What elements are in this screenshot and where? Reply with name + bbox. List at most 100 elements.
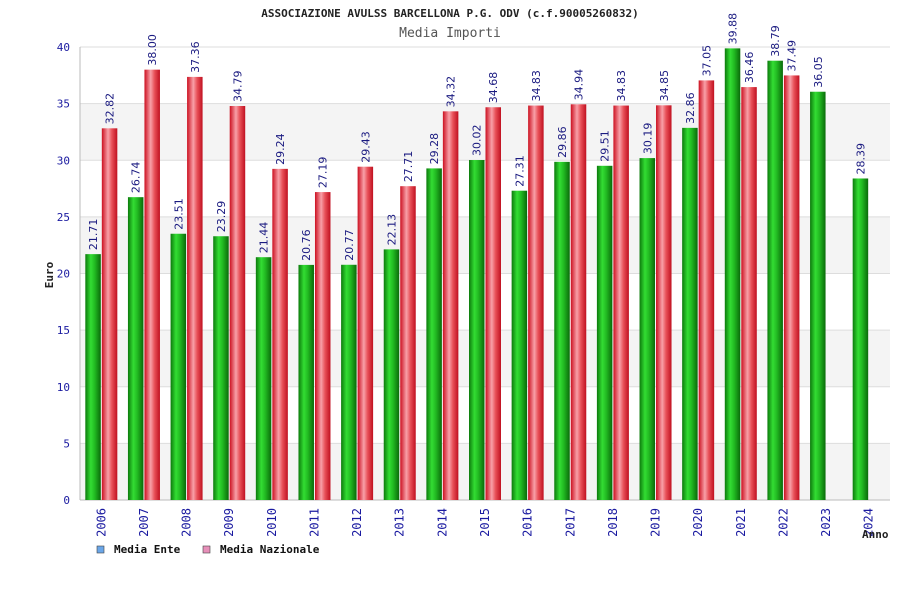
x-tick-label: 2015 [478, 508, 492, 537]
x-tick-label: 2017 [563, 508, 577, 537]
chart-subtitle: Media Importi [399, 26, 501, 41]
bar-media-ente-2010 [255, 257, 272, 500]
bar-media-ente-2018 [596, 165, 613, 500]
x-tick-label: 2007 [137, 508, 151, 537]
x-tick-label: 2006 [94, 508, 108, 537]
bar-media-ente-2007 [127, 197, 144, 500]
x-axis-ticks: 2006 2007 2008 2009 2010 2011 2012 2013 2014 2015… [94, 508, 875, 537]
data-labels: 21.71 32.82 26.74 38.00 23.51 37.36 23.29 34.79… [87, 13, 867, 261]
bar-media-nazionale-2017 [570, 104, 587, 500]
legend-label-media-nazionale: Media Nazionale [220, 543, 320, 556]
data-label: 29.43 [359, 131, 372, 163]
y-tick-label: 15 [57, 324, 70, 337]
data-label: 28.39 [854, 143, 867, 175]
legend-swatch-media-ente [96, 545, 105, 554]
bar-media-ente-2011 [298, 264, 314, 500]
data-label: 27.31 [513, 155, 526, 187]
data-label: 34.83 [615, 70, 628, 102]
data-label: 36.05 [812, 56, 825, 88]
data-label: 26.74 [130, 162, 143, 194]
data-label: 27.19 [317, 157, 330, 189]
bar-media-ente-2014 [426, 168, 442, 501]
bar-media-ente-2006 [85, 254, 101, 500]
data-label: 38.00 [146, 34, 159, 66]
bar-media-ente-2013 [383, 249, 400, 500]
x-axis-label: Anno [862, 528, 889, 541]
bar-media-nazionale-2014 [442, 111, 459, 501]
x-tick-label: 2013 [393, 508, 407, 537]
x-tick-label: 2009 [222, 508, 236, 537]
data-label: 39.88 [727, 13, 740, 45]
bar-media-nazionale-2015 [485, 107, 501, 501]
x-tick-label: 2020 [691, 508, 705, 537]
bar-media-ente-2015 [469, 160, 485, 500]
bar-media-ente-2023 [810, 91, 826, 500]
bar-media-ente-2020 [682, 127, 698, 500]
data-label: 29.28 [428, 133, 441, 165]
bar-media-nazionale-2016 [528, 105, 544, 501]
data-label: 34.32 [445, 76, 458, 108]
bar-media-nazionale-2010 [272, 168, 288, 500]
bar-media-nazionale-2008 [187, 76, 203, 500]
y-tick-label: 5 [63, 437, 70, 450]
data-label: 21.44 [258, 222, 271, 254]
data-label: 29.86 [556, 126, 569, 158]
x-tick-label: 2021 [734, 508, 748, 537]
data-label: 36.46 [743, 52, 756, 84]
data-label: 30.19 [641, 123, 654, 155]
bar-media-nazionale-2011 [314, 192, 331, 501]
data-label: 20.76 [300, 229, 313, 261]
y-tick-label: 25 [57, 211, 70, 224]
bar-media-ente-2008 [170, 233, 187, 500]
y-tick-label: 40 [57, 41, 70, 54]
data-label: 30.02 [471, 125, 484, 157]
bars [85, 48, 869, 501]
bar-media-nazionale-2019 [656, 105, 672, 500]
bar-media-ente-2019 [639, 158, 656, 500]
bar-media-nazionale-2021 [741, 87, 757, 500]
data-label: 21.71 [87, 219, 100, 251]
x-tick-label: 2014 [435, 508, 449, 537]
x-tick-label: 2010 [265, 508, 279, 537]
data-label: 38.79 [769, 25, 782, 57]
bar-media-ente-2021 [724, 48, 741, 500]
legend: Media Ente Media Nazionale [96, 543, 320, 556]
x-tick-label: 2016 [521, 508, 535, 537]
legend-label-media-ente: Media Ente [114, 543, 181, 556]
data-label: 29.51 [599, 130, 612, 162]
data-label: 34.83 [530, 70, 543, 102]
bar-media-ente-2009 [213, 236, 229, 500]
data-label: 34.79 [231, 71, 244, 102]
x-tick-label: 2008 [180, 508, 194, 537]
data-label: 23.29 [215, 201, 228, 232]
chart-title: ASSOCIAZIONE AVULSS BARCELLONA P.G. ODV … [261, 7, 639, 20]
bar-media-ente-2017 [554, 161, 570, 500]
x-tick-label: 2019 [649, 508, 663, 537]
data-label: 27.71 [402, 151, 415, 183]
y-axis-label: Euro [43, 261, 56, 288]
data-label: 32.82 [104, 93, 117, 125]
x-tick-label: 2024 [862, 508, 876, 537]
data-label: 22.13 [385, 214, 398, 246]
y-tick-label: 0 [63, 494, 70, 507]
bar-media-nazionale-2006 [101, 128, 118, 500]
y-tick-label: 30 [57, 154, 70, 167]
data-label: 34.85 [658, 70, 671, 102]
bar-media-nazionale-2018 [613, 105, 629, 501]
data-label: 37.05 [700, 45, 713, 77]
data-label: 34.68 [487, 72, 500, 104]
bar-media-nazionale-2020 [698, 80, 715, 500]
x-tick-label: 2011 [307, 508, 321, 537]
bar-media-ente-2016 [511, 190, 528, 501]
data-label: 29.24 [274, 133, 287, 165]
y-tick-label: 10 [57, 381, 70, 394]
x-tick-label: 2018 [606, 508, 620, 537]
bar-media-ente-2024 [852, 178, 869, 500]
legend-swatch-media-nazionale [202, 545, 211, 554]
bar-media-nazionale-2007 [144, 69, 160, 501]
bar-media-ente-2012 [341, 264, 357, 500]
bar-media-ente-2022 [767, 60, 783, 501]
data-label: 37.36 [189, 41, 202, 73]
